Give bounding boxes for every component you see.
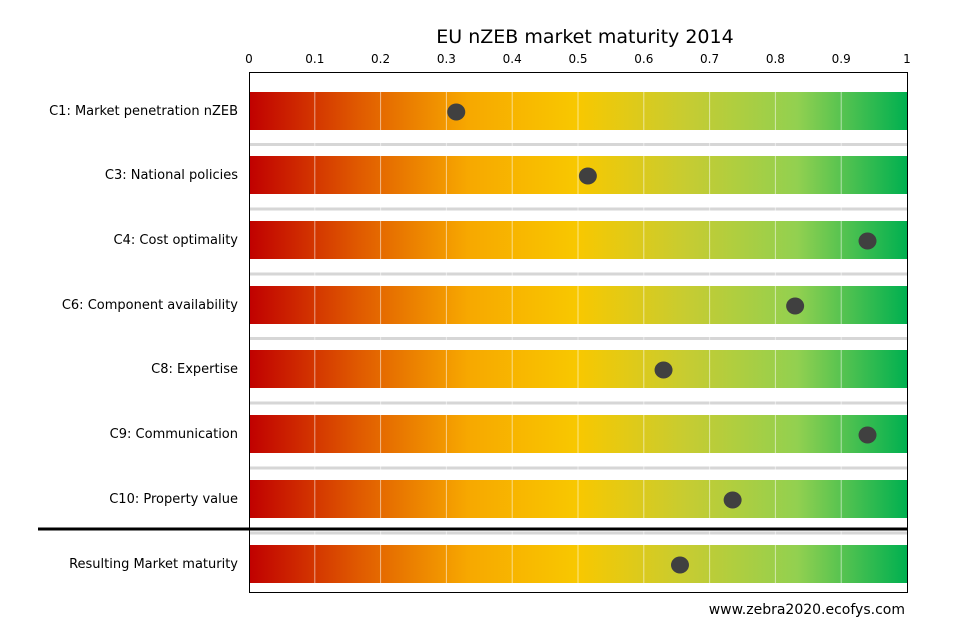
x-tick-label: 0.8: [766, 52, 785, 66]
data-point: [858, 426, 877, 444]
x-tick-label: 1: [903, 52, 911, 66]
category-label: C9: Communication: [110, 427, 238, 442]
markers: [447, 103, 877, 574]
x-tick-label: 0.4: [503, 52, 522, 66]
x-axis-ticks: 0 0.1 0.2 0.3 0.4 0.5 0.6 0.7 0.8 0.9 1: [245, 52, 911, 66]
category-label: C6: Component availability: [62, 298, 238, 313]
data-point: [447, 103, 466, 121]
source-url: www.zebra2020.ecofys.com: [709, 602, 905, 618]
data-point: [578, 167, 597, 185]
data-point: [786, 297, 805, 315]
x-tick-label: 0.7: [700, 52, 719, 66]
chart-title: EU nZEB market maturity 2014: [436, 26, 733, 48]
category-label: C8: Expertise: [151, 362, 238, 377]
x-tick-label: 0.2: [371, 52, 390, 66]
x-tick-label: 0: [245, 52, 253, 66]
x-tick-label: 0.1: [305, 52, 324, 66]
category-label: C4: Cost optimality: [114, 233, 239, 248]
bands: [249, 73, 907, 592]
x-tick-label: 0.5: [568, 52, 587, 66]
x-tick-label: 0.9: [832, 52, 851, 66]
category-label: Resulting Market maturity: [69, 557, 238, 572]
data-point: [654, 361, 673, 379]
x-tick-label: 0.3: [437, 52, 456, 66]
x-tick-label: 0.6: [634, 52, 653, 66]
data-point: [723, 491, 742, 509]
category-label: C1: Market penetration nZEB: [49, 104, 238, 119]
data-point: [858, 232, 877, 250]
category-label: C3: National policies: [105, 168, 238, 183]
category-labels: C1: Market penetration nZEB C3: National …: [49, 104, 238, 572]
data-point: [670, 556, 689, 574]
category-label: C10: Property value: [109, 492, 238, 507]
